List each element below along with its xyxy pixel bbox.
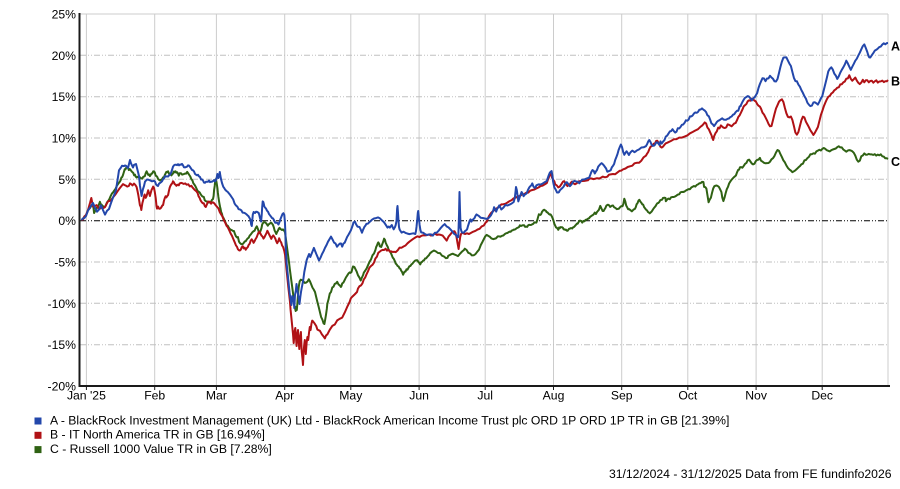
svg-text:15%: 15% — [52, 90, 77, 104]
svg-text:Sep: Sep — [611, 389, 633, 403]
svg-text:Jan '25: Jan '25 — [67, 389, 106, 403]
svg-text:31/12/2024 - 31/12/2025 Data f: 31/12/2024 - 31/12/2025 Data from FE fun… — [609, 467, 892, 481]
svg-text:Jun: Jun — [409, 389, 429, 403]
svg-text:B: B — [891, 75, 900, 89]
svg-text:-5%: -5% — [54, 256, 76, 270]
svg-text:20%: 20% — [52, 49, 77, 63]
svg-text:Mar: Mar — [206, 389, 227, 403]
svg-text:-20%: -20% — [48, 380, 77, 394]
svg-text:Feb: Feb — [144, 389, 165, 403]
svg-text:May: May — [339, 389, 363, 403]
svg-text:B - IT North America TR in GB: B - IT North America TR in GB [16.94%] — [50, 428, 265, 442]
svg-text:C: C — [891, 155, 900, 169]
svg-text:Jul: Jul — [477, 389, 493, 403]
svg-text:25%: 25% — [52, 8, 77, 22]
svg-text:Oct: Oct — [678, 389, 698, 403]
svg-text:Apr: Apr — [275, 389, 294, 403]
svg-text:5%: 5% — [58, 173, 76, 187]
svg-text:Aug: Aug — [543, 389, 565, 403]
svg-text:A - BlackRock Investment Manag: A - BlackRock Investment Management (UK)… — [50, 413, 729, 427]
svg-text:Nov: Nov — [745, 389, 768, 403]
svg-text:A: A — [891, 40, 900, 54]
svg-text:-15%: -15% — [48, 338, 77, 352]
svg-text:Dec: Dec — [811, 389, 833, 403]
svg-text:10%: 10% — [52, 132, 77, 146]
svg-text:C - Russell 1000 Value TR in G: C - Russell 1000 Value TR in GB [7.28%] — [50, 442, 272, 456]
svg-text:-10%: -10% — [48, 297, 77, 311]
svg-text:0%: 0% — [58, 214, 76, 228]
